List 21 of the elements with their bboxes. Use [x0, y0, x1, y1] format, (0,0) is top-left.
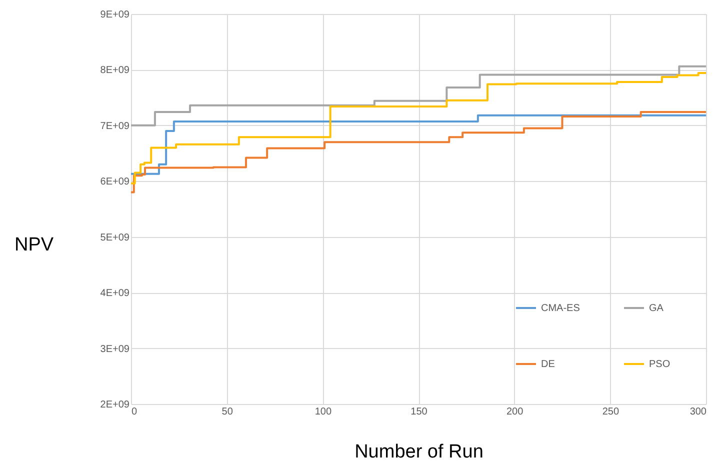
y-tick-label: 5E+09	[100, 232, 130, 244]
x-tick-label: 200	[506, 406, 524, 418]
y-tick-label: 6E+09	[100, 176, 130, 188]
y-tick-label: 3E+09	[100, 344, 130, 355]
legend-label: GA	[649, 303, 664, 314]
legend-label: DE	[541, 359, 556, 370]
y-tick-label: 8E+09	[100, 65, 130, 76]
x-tick-label: 0	[132, 406, 138, 418]
x-tick-label: 300	[690, 406, 707, 418]
x-axis-title: Number of Run	[354, 442, 484, 462]
x-tick-label: 150	[410, 406, 428, 418]
y-tick-label: 2E+09	[100, 400, 130, 410]
y-tick-label: 4E+09	[100, 288, 130, 300]
legend-label: PSO	[649, 359, 670, 370]
x-tick-label: 250	[602, 406, 620, 418]
x-tick-label: 50	[222, 406, 234, 418]
y-axis-title: NPV	[14, 234, 54, 256]
legend-label: CMA-ES	[541, 303, 580, 314]
y-tick-label: 9E+09	[100, 10, 130, 20]
y-tick-label: 7E+09	[100, 120, 130, 132]
x-tick-label: 100	[314, 406, 332, 418]
